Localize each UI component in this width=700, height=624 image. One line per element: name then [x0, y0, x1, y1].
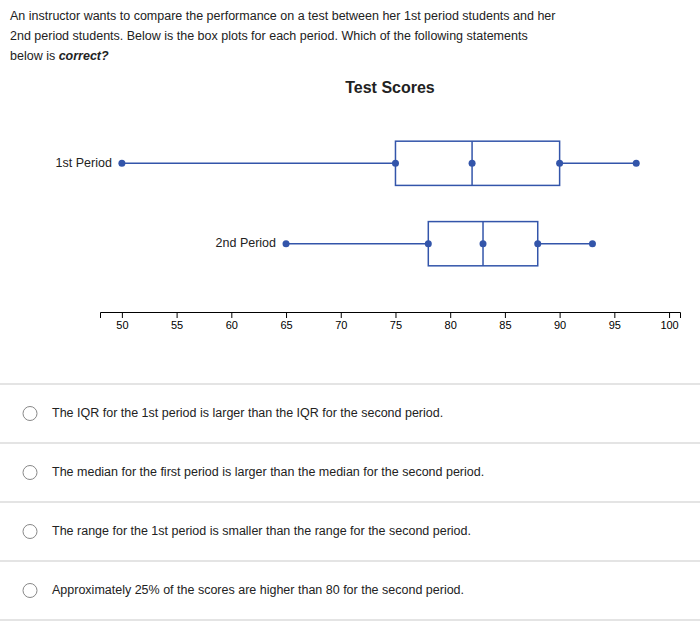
tick-label: 100 — [660, 319, 678, 331]
tick: 70 — [335, 312, 347, 331]
tick-label: 75 — [390, 319, 402, 331]
whisker — [560, 163, 637, 165]
radio-button[interactable] — [23, 466, 37, 480]
tick-label: 85 — [499, 319, 511, 331]
box-plot — [283, 222, 596, 266]
tick: 80 — [445, 312, 457, 331]
title: Test Scores — [345, 79, 435, 96]
tick-mark — [177, 312, 178, 318]
header-line: below is correct? — [10, 49, 109, 63]
choice-text[interactable]: Approximately 25% of the scores are high… — [52, 583, 464, 597]
radio-button[interactable] — [23, 407, 37, 421]
tick-mark — [231, 312, 232, 318]
choice-text[interactable]: The median for the first period is large… — [52, 465, 484, 479]
separator — [0, 443, 700, 444]
tick-label: 50 — [116, 319, 128, 331]
tick-mark — [341, 312, 342, 318]
tick-mark — [505, 312, 506, 318]
box — [395, 141, 559, 185]
radio-button[interactable] — [23, 525, 37, 539]
whisker — [122, 163, 396, 165]
header-text: below is — [10, 49, 59, 63]
choices: The IQR for the 1st period is larger tha… — [0, 384, 700, 620]
tick: 75 — [390, 312, 402, 331]
tick: 60 — [226, 312, 238, 331]
point-q3 — [534, 240, 541, 247]
point-median — [480, 240, 487, 247]
tick: 55 — [171, 312, 183, 331]
header-line: An instructor wants to compare the perfo… — [10, 9, 555, 23]
tick-mark — [450, 312, 451, 318]
tick: 65 — [280, 312, 292, 331]
point-max — [633, 160, 640, 167]
marks — [118, 141, 639, 266]
header: An instructor wants to compare the perfo… — [10, 9, 555, 63]
chart: An instructor wants to compare the perfo… — [0, 0, 700, 624]
tick: 50 — [116, 312, 128, 331]
tick-mark — [669, 312, 670, 318]
tick-mark — [286, 312, 287, 318]
separator — [0, 384, 700, 385]
point-median — [469, 160, 476, 167]
tick-mark — [560, 312, 561, 318]
tick-label: 65 — [280, 319, 292, 331]
point-q1 — [425, 240, 432, 247]
whisker — [286, 243, 428, 245]
category-label: 2nd Period — [216, 236, 277, 250]
choice-text[interactable]: The range for the 1st period is smaller … — [52, 524, 471, 538]
whisker — [538, 243, 593, 245]
tick-label: 95 — [609, 319, 621, 331]
point-q1 — [392, 160, 399, 167]
tick: 90 — [554, 312, 566, 331]
separator — [0, 561, 700, 562]
tick-label: 80 — [445, 319, 457, 331]
point-q3 — [556, 160, 563, 167]
point-min — [283, 240, 290, 247]
tick-label: 90 — [554, 319, 566, 331]
separator — [0, 620, 700, 621]
tick-label: 70 — [335, 319, 347, 331]
axis-line — [101, 313, 681, 319]
tick-mark — [395, 312, 396, 318]
tick-label: 60 — [226, 319, 238, 331]
separator — [0, 502, 700, 503]
box-plot — [118, 141, 639, 185]
header-emphasis: correct? — [59, 49, 109, 63]
tick: 95 — [609, 312, 621, 331]
tick-mark — [122, 312, 123, 318]
category-label: 1st Period — [56, 156, 112, 170]
tick: 85 — [499, 312, 511, 331]
tick-label: 55 — [171, 319, 183, 331]
point-max — [589, 240, 596, 247]
box — [428, 222, 537, 266]
header-line: 2nd period students. Below is the box pl… — [10, 29, 528, 43]
choice-text[interactable]: The IQR for the 1st period is larger tha… — [52, 406, 443, 420]
radio-button[interactable] — [23, 584, 37, 598]
tick: 100 — [660, 312, 678, 331]
x-axis: 50 55 60 65 70 75 80 85 90 95 100 — [101, 312, 681, 331]
tick-mark — [614, 312, 615, 318]
point-min — [118, 160, 125, 167]
